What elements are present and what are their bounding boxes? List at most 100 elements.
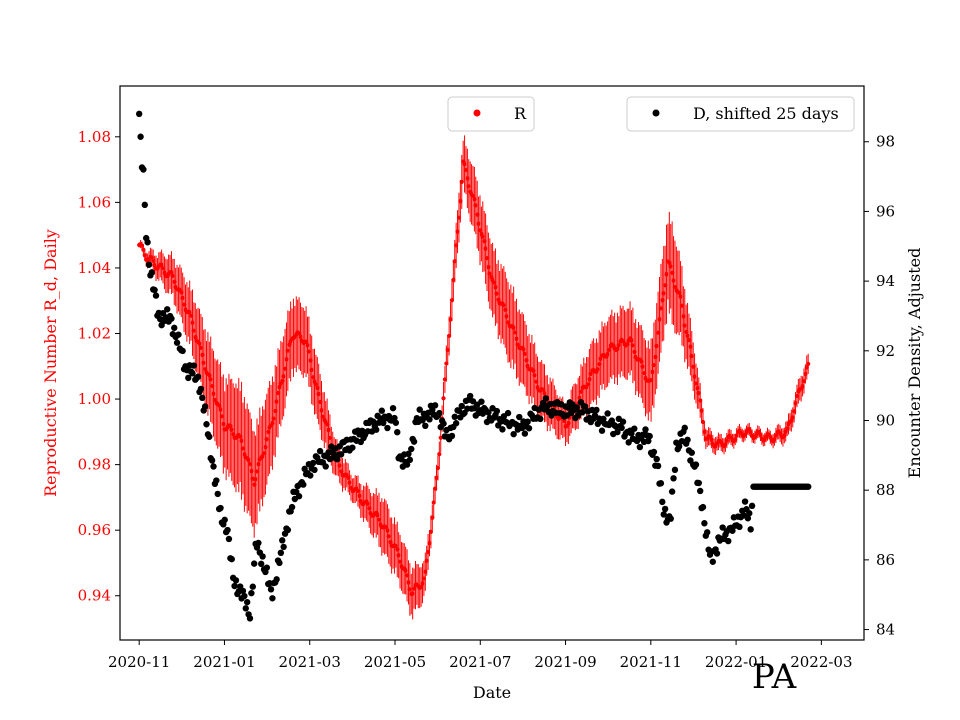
d-point [135,110,143,118]
d-point [164,306,171,313]
d-point [392,419,400,426]
d-point [307,472,314,479]
legend-d-marker [652,109,660,117]
d-point [478,398,485,405]
d-point [659,498,666,506]
d-point [148,269,156,276]
d-point [242,605,249,612]
d-point [248,589,255,597]
x-axis-label: Date [473,683,511,702]
y-right-tick-label: 92 [876,342,895,360]
d-point [239,587,247,595]
d-point [311,466,318,474]
d-point [744,515,752,522]
legend-r-marker [473,109,481,117]
d-point [542,395,550,402]
r-point [441,396,446,401]
d-point [140,166,147,173]
d-point [604,410,611,417]
d-point [203,421,210,428]
x-tick-label: 2021-11 [620,653,682,671]
d-point [736,523,743,531]
y-right-tick-label: 90 [876,411,895,429]
d-point [625,439,632,446]
d-point [267,586,275,593]
x-tick-label: 2021-05 [364,653,426,671]
d-point [729,527,736,534]
d-point [636,443,644,451]
d-point [280,543,287,551]
d-point [525,425,533,432]
d-point [255,539,262,547]
d-point [747,526,754,533]
d-point [228,555,235,563]
corner-label: PA [752,657,797,697]
d-point [684,436,691,444]
d-point [614,428,621,436]
d-point [709,558,717,565]
left-y-axis-label: Reproductive Number R_d, Daily [41,229,60,497]
d-point [151,286,158,294]
y-right-tick-label: 84 [876,621,895,639]
d-point [337,451,345,458]
d-point [145,261,153,268]
legend-r: R [447,96,535,132]
legend-d: D, shifted 25 days [626,96,855,132]
x-tick-label: 2022-01 [705,653,767,671]
d-point [206,433,213,440]
legend-r-label: R [514,104,527,123]
d-point [573,404,580,411]
d-point [276,559,283,567]
d-point [458,402,465,410]
d-point [380,419,387,427]
d-point [725,537,732,545]
d-point [748,502,756,510]
d-point [746,510,753,517]
d-point [221,516,228,524]
d-point [600,415,607,422]
d-point [300,481,307,488]
d-point [667,515,674,522]
d-point [804,483,812,490]
d-point [210,463,217,470]
d-point [619,418,627,425]
left-y-axis: 0.94 0.96 0.98 1.00 1.02 1.04 1.06 1.08 [78,128,120,605]
d-point [405,450,412,458]
d-point [213,477,220,484]
d-point [190,362,198,369]
right-y-axis-label: Encounter Density, Adjusted [905,248,924,479]
d-point [493,407,501,415]
d-point [378,407,386,414]
d-point [537,415,544,423]
d-point [269,595,276,602]
d-point [650,448,658,456]
d-point [608,417,616,424]
d-point [179,347,186,355]
d-point [671,466,679,474]
d-point [137,133,144,140]
x-tick-label: 2021-01 [193,653,255,671]
d-point [713,550,721,557]
r-series-layer [137,135,811,620]
d-point [451,413,458,421]
d-point [171,324,178,332]
d-point [225,535,233,543]
d-point [628,430,635,437]
d-point [259,553,266,560]
d-point [322,463,329,470]
d-point [524,418,531,425]
d-point [440,420,447,427]
d-point [654,462,662,470]
d-point [448,432,456,440]
d-point [231,582,238,590]
d-point [436,409,443,417]
d-point [642,426,649,433]
d-point [406,456,414,464]
d-point [670,475,677,482]
d-point [499,426,506,433]
d-point [277,549,285,557]
d-point [653,455,660,463]
d-point [579,409,586,416]
d-point [250,560,258,567]
plot-frame [119,85,865,641]
